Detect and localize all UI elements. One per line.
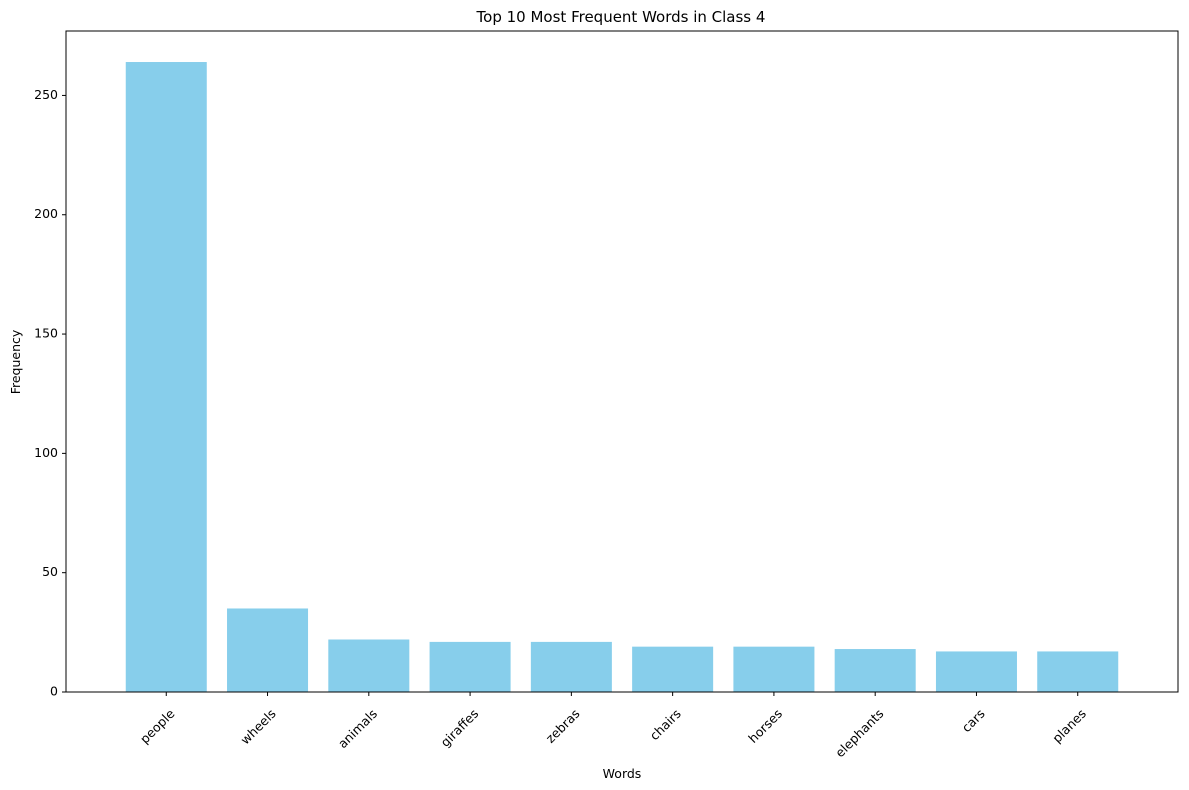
bars-layer <box>125 62 1119 692</box>
bar-horses <box>733 646 815 692</box>
x-tick-label: chairs <box>647 706 684 743</box>
bar-zebras <box>530 641 612 692</box>
y-tick-label: 200 <box>34 206 58 221</box>
x-tick-label: wheels <box>237 706 278 747</box>
x-tick-label: cars <box>959 706 988 735</box>
y-tick-label: 0 <box>50 684 58 699</box>
x-tick-label: zebras <box>543 706 583 746</box>
x-tick-label: planes <box>1049 706 1089 746</box>
y-tick-label: 100 <box>34 445 58 460</box>
x-tick-label: animals <box>335 706 380 751</box>
x-tick-label: elephants <box>832 706 886 760</box>
y-axis-ticks: 0 50 100 150 200 250 <box>34 87 66 699</box>
bar-wheels <box>227 608 309 692</box>
plot-frame <box>65 30 1179 693</box>
x-tick-label: people <box>137 706 178 747</box>
y-axis-label: Frequency <box>8 329 23 394</box>
bar-cars <box>935 651 1017 692</box>
bar-planes <box>1037 651 1119 692</box>
y-tick-label: 50 <box>42 564 58 579</box>
bar-elephants <box>834 649 916 692</box>
bar-animals <box>328 639 410 692</box>
y-tick-label: 250 <box>34 87 58 102</box>
x-tick-label: horses <box>745 706 785 746</box>
x-axis-ticks: people wheels animals giraffes zebras chairs h… <box>137 692 1089 760</box>
x-tick-label: giraffes <box>437 706 481 750</box>
bar-people <box>125 62 207 692</box>
chart-title: Top 10 Most Frequent Words in Class 4 <box>476 8 766 26</box>
bar-chairs <box>632 646 714 692</box>
bar-giraffes <box>429 641 511 692</box>
x-axis-label: Words <box>603 766 642 781</box>
y-tick-label: 150 <box>34 326 58 341</box>
